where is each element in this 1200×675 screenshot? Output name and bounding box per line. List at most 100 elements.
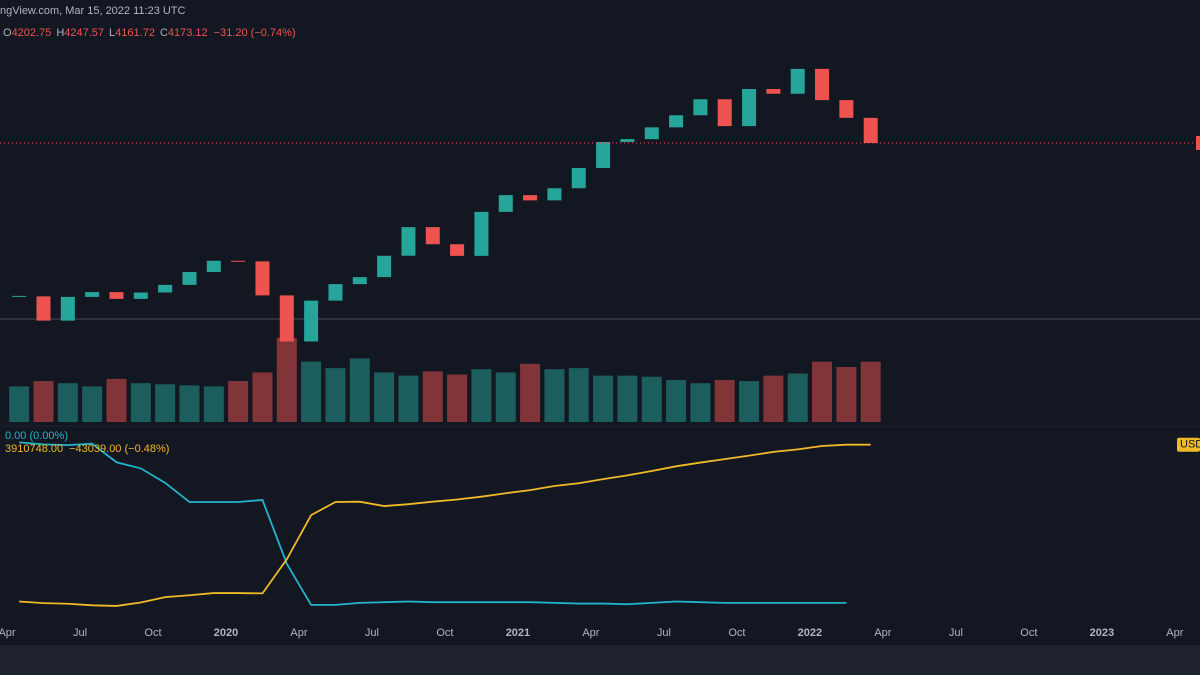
candle [279, 295, 294, 342]
legend-change: −43039.00 (−0.48%) [69, 443, 169, 455]
indicator-legend: 3910748.00 −43039.00 (−0.48%) [5, 443, 169, 455]
volume-bar [130, 383, 151, 422]
time-label: Apr [290, 627, 307, 639]
volume-bar [471, 369, 492, 422]
volume-bar [593, 375, 614, 422]
last-price-tag [1196, 136, 1200, 150]
time-label: Apr [582, 627, 599, 639]
volume-bar [398, 375, 419, 422]
candle [620, 139, 635, 142]
volume-bar [252, 372, 273, 422]
volume-bar [666, 379, 687, 422]
candle [158, 284, 173, 293]
candle [377, 255, 392, 278]
volume-bar [568, 368, 589, 422]
time-label: Oct [144, 627, 161, 639]
volume-bar [374, 372, 395, 422]
axis-tag-label: USD [1180, 439, 1200, 451]
time-label: Jul [657, 627, 671, 639]
candle [401, 227, 416, 256]
volume-bar [860, 361, 881, 422]
candle [571, 168, 586, 189]
volume-bar [447, 374, 468, 422]
candle [766, 89, 781, 94]
time-label: 2021 [506, 627, 530, 639]
candle [304, 300, 319, 342]
indicator-line [19, 441, 847, 606]
indicator-legend: 0.00 (0.00%) [5, 430, 68, 442]
candle [60, 296, 75, 321]
time-label: Oct [728, 627, 745, 639]
candle [498, 195, 513, 212]
ohlc-key: L [109, 27, 115, 39]
ohlc-key: C [160, 27, 168, 39]
time-label: Apr [0, 627, 16, 639]
volume-bar [301, 361, 322, 422]
volume-bar [276, 337, 297, 422]
volume-bar [544, 369, 565, 422]
candle [255, 261, 270, 296]
candle [839, 100, 854, 118]
candle [85, 292, 100, 297]
candle [523, 195, 538, 201]
candle [717, 99, 732, 127]
ohlc-change: −31.20 (−0.74%) [214, 27, 296, 39]
source-label: ngView.com, Mar 15, 2022 11:23 UTC [0, 5, 186, 17]
candle [36, 296, 51, 321]
ohlc-value: 4202.75 [12, 27, 52, 39]
volume-bar [228, 381, 249, 422]
time-label: 2022 [798, 627, 822, 639]
volume-bar [641, 376, 662, 422]
ohlc-value: 4161.72 [115, 27, 155, 39]
ohlc-value: 4173.12 [168, 27, 208, 39]
candle [425, 227, 440, 245]
candle [182, 272, 197, 285]
time-label: Jul [73, 627, 87, 639]
time-label: Oct [1020, 627, 1037, 639]
candle [669, 115, 684, 128]
volume-bar [9, 386, 30, 422]
time-label: Apr [1166, 627, 1183, 639]
candle [693, 99, 708, 116]
candle [596, 142, 611, 168]
legend-value: 0.00 (0.00%) [5, 430, 68, 442]
axis-tag [1177, 437, 1200, 452]
candle [863, 117, 878, 143]
candle [133, 292, 148, 299]
volume-bar [179, 385, 200, 422]
volume-bar [690, 383, 711, 422]
volume-bar [763, 375, 784, 422]
candle [206, 260, 221, 272]
candle [742, 89, 757, 127]
volume-bar [57, 383, 78, 422]
time-label: Oct [436, 627, 453, 639]
candle [474, 211, 489, 256]
candle [790, 68, 805, 94]
volume-bar [495, 372, 516, 422]
legend-value: 3910748.00 [5, 443, 63, 455]
volume-bar [106, 378, 127, 422]
volume-bar [714, 379, 735, 422]
time-label: Apr [874, 627, 891, 639]
candle [231, 260, 246, 262]
volume-bar [203, 386, 224, 422]
ohlc-row: O4202.75 H4247.57 L4161.72 C4173.12 −31.20 (… [3, 27, 296, 39]
volume-bar [836, 367, 857, 422]
ohlc-value: 4247.57 [64, 27, 104, 39]
volume-bar [325, 368, 346, 422]
volume-bar [520, 363, 541, 422]
candle [450, 244, 465, 256]
indicator-line [19, 443, 871, 607]
candle [547, 188, 562, 201]
candle [109, 292, 124, 299]
time-label: Jul [365, 627, 379, 639]
time-label: Jul [949, 627, 963, 639]
volume-bar [82, 386, 103, 422]
ohlc-key: O [3, 27, 12, 39]
volume-bar [422, 371, 443, 422]
volume-bar [349, 358, 370, 422]
time-label: 2023 [1090, 627, 1114, 639]
volume-bar [155, 384, 176, 422]
